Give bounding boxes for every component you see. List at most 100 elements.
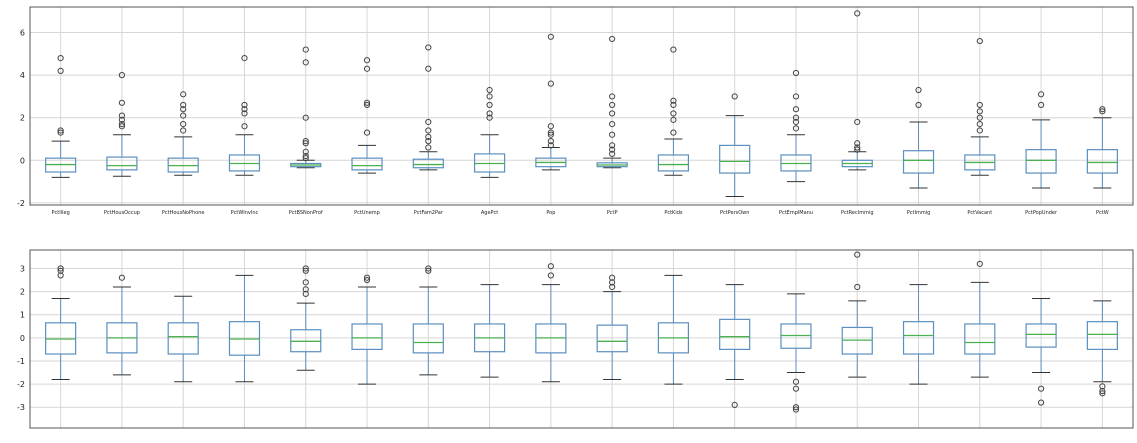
x-tick-label: AgePct (481, 210, 498, 216)
box (351, 323, 383, 351)
box-group (902, 86, 935, 189)
box-group (657, 46, 690, 176)
box (719, 144, 751, 174)
box-group (412, 265, 444, 376)
outlier-point (302, 290, 309, 298)
outlier-point (180, 127, 187, 134)
outlier-point (57, 67, 64, 74)
outlier-point (609, 110, 616, 117)
outlier-point (609, 93, 616, 100)
outlier-point (670, 101, 677, 109)
axes-frame (29, 249, 1134, 429)
outlier-point (1037, 399, 1045, 406)
outlier-point (547, 33, 554, 40)
outlier-point (425, 133, 432, 140)
outlier-point (241, 106, 248, 113)
outlier-point (854, 283, 861, 291)
top-boxplot-panel: -2 0 2 4 6 PctIlleg PctHousOccup PctHousNoPhone… (17, 6, 1134, 216)
outlier-point (302, 138, 309, 145)
outlier-point (302, 155, 309, 162)
outlier-point (57, 54, 64, 62)
box-group (473, 284, 506, 378)
outlier-point (547, 129, 554, 136)
outlier-point (976, 37, 983, 45)
outlier-point (363, 57, 371, 64)
outlier-point (302, 267, 309, 274)
x-tick-label: PctVacant (967, 210, 992, 216)
outlier-point (854, 118, 861, 126)
x-tick-label: Pop (546, 210, 555, 216)
outlier-point (302, 46, 309, 53)
outlier-point (1099, 387, 1106, 395)
box-group (1025, 91, 1057, 189)
box (964, 323, 996, 355)
box-group (841, 10, 873, 171)
outlier-point (1037, 101, 1045, 109)
outlier-point (792, 118, 800, 126)
outlier-point (180, 101, 187, 109)
box-group (596, 35, 628, 169)
outlier-point (363, 101, 371, 109)
outlier-point (302, 148, 309, 155)
x-tick-label: PctP (607, 210, 618, 216)
outlier-point (57, 272, 64, 279)
box (657, 154, 690, 172)
outlier-point (854, 140, 861, 147)
outlier-point (915, 101, 922, 109)
outlier-point (547, 123, 554, 130)
outlier-point (792, 69, 800, 77)
outlier-point (976, 260, 983, 267)
box (1025, 323, 1057, 348)
x-tick-label: PctEmplManu (779, 210, 813, 216)
box-group (412, 44, 444, 171)
box (167, 322, 199, 355)
x-tick-label: PctIlleg (52, 210, 70, 216)
outlier-point (241, 110, 248, 117)
y-tick-label: 1 (20, 311, 25, 320)
y-tick-label: -2 (17, 199, 25, 208)
outlier-point (976, 108, 983, 115)
outlier-point (486, 110, 493, 117)
outlier-point (486, 114, 493, 121)
box-group (106, 274, 138, 376)
outlier-point (854, 146, 861, 153)
x-tick-label: PctUnemp (354, 210, 380, 216)
outlier-point (425, 118, 432, 126)
outlier-point (609, 150, 616, 158)
outlier-point (118, 123, 126, 130)
outlier-point (609, 283, 616, 291)
outlier-point (363, 65, 371, 72)
y-tick-label: -3 (17, 403, 25, 412)
box-group (902, 284, 935, 385)
box-group (45, 265, 77, 380)
box-group (535, 33, 567, 171)
outlier-point (915, 86, 922, 94)
box (351, 157, 383, 171)
outlier-point (1037, 91, 1045, 98)
outlier-point (670, 97, 677, 104)
outlier-point (609, 146, 616, 153)
outlier-point (363, 276, 371, 284)
box (412, 323, 444, 354)
outlier-point (792, 114, 800, 121)
box (1025, 149, 1057, 174)
outlier-point (302, 140, 309, 147)
outlier-point (1037, 385, 1045, 392)
outlier-point (854, 10, 861, 17)
y-tick-label: 3 (20, 264, 25, 273)
outlier-point (118, 112, 126, 119)
x-tick-label: PctKids (664, 210, 683, 216)
outlier-point (425, 127, 432, 134)
outlier-point (302, 114, 309, 121)
box-group (1086, 106, 1118, 189)
box-group (351, 57, 383, 174)
outlier-point (118, 72, 126, 79)
outlier-point (57, 127, 64, 134)
box-group (473, 86, 506, 178)
outlier-point (731, 93, 738, 100)
outlier-point (302, 279, 309, 286)
outlier-point (363, 129, 371, 136)
x-tick-label: PctBSNonProf (289, 210, 323, 216)
box-group (964, 260, 996, 378)
